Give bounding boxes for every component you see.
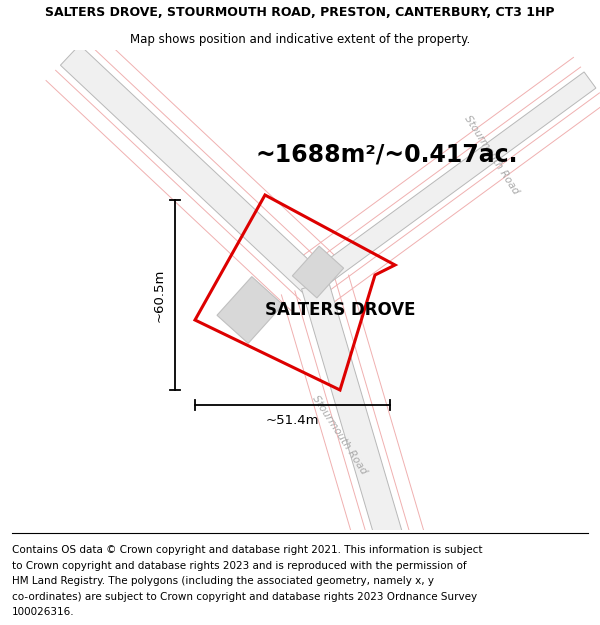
Polygon shape: [302, 281, 403, 544]
Text: to Crown copyright and database rights 2023 and is reproduced with the permissio: to Crown copyright and database rights 2…: [12, 561, 467, 571]
Polygon shape: [217, 277, 283, 343]
Text: Contains OS data © Crown copyright and database right 2021. This information is : Contains OS data © Crown copyright and d…: [12, 545, 482, 555]
Text: Stourmouth Road: Stourmouth Road: [463, 114, 521, 196]
Polygon shape: [304, 72, 596, 293]
Text: co-ordinates) are subject to Crown copyright and database rights 2023 Ordnance S: co-ordinates) are subject to Crown copyr…: [12, 592, 477, 602]
Polygon shape: [292, 246, 344, 298]
Text: ~51.4m: ~51.4m: [266, 414, 319, 428]
Text: HM Land Registry. The polygons (including the associated geometry, namely x, y: HM Land Registry. The polygons (includin…: [12, 576, 434, 586]
Text: ~60.5m: ~60.5m: [152, 268, 166, 322]
Text: Stourmouth Road: Stourmouth Road: [311, 394, 369, 476]
Text: ~1688m²/~0.417ac.: ~1688m²/~0.417ac.: [255, 143, 517, 167]
Text: SALTERS DROVE: SALTERS DROVE: [265, 301, 415, 319]
Polygon shape: [61, 45, 325, 295]
Text: 100026316.: 100026316.: [12, 607, 74, 617]
Text: Map shows position and indicative extent of the property.: Map shows position and indicative extent…: [130, 32, 470, 46]
Text: SALTERS DROVE, STOURMOUTH ROAD, PRESTON, CANTERBURY, CT3 1HP: SALTERS DROVE, STOURMOUTH ROAD, PRESTON,…: [45, 6, 555, 19]
